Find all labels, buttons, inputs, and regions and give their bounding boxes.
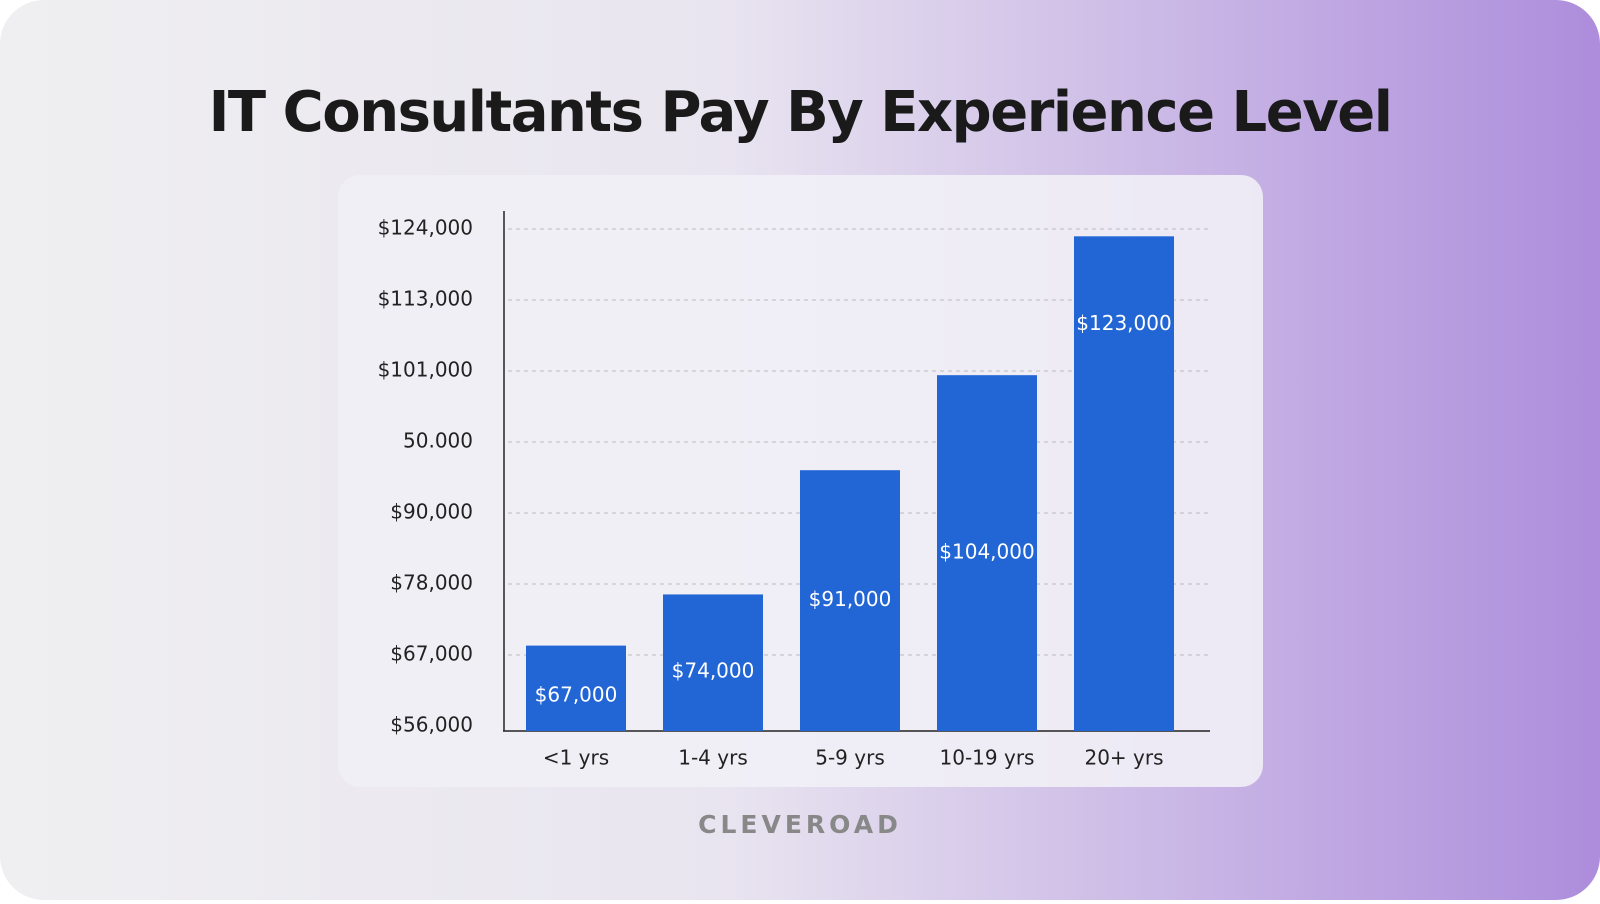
y-tick-label: $78,000 — [390, 571, 473, 595]
bar — [937, 375, 1037, 731]
y-tick-label: $90,000 — [390, 500, 473, 524]
x-tick-label: <1 yrs — [543, 746, 609, 770]
y-tick-label: $113,000 — [378, 287, 473, 311]
value-label: $91,000 — [809, 587, 892, 611]
value-label: $67,000 — [535, 683, 618, 707]
footer-logo: CLEVEROAD — [698, 810, 902, 839]
bar — [663, 594, 763, 731]
value-label: $74,000 — [672, 659, 755, 683]
y-tick-label: $124,000 — [378, 216, 473, 240]
x-tick-label: 20+ yrs — [1084, 746, 1163, 770]
bar — [800, 470, 900, 731]
y-tick-label: $56,000 — [390, 713, 473, 737]
chart-title: IT Consultants Pay By Experience Level — [209, 80, 1392, 145]
x-tick-label: 10-19 yrs — [940, 746, 1035, 770]
x-tick-label: 1-4 yrs — [678, 746, 748, 770]
y-tick-label: $67,000 — [390, 642, 473, 666]
x-tick-label: 5-9 yrs — [815, 746, 885, 770]
value-label: $104,000 — [939, 540, 1034, 564]
y-tick-label: 50.000 — [403, 429, 473, 453]
bar — [1074, 236, 1174, 731]
y-tick-label: $101,000 — [378, 358, 473, 382]
value-label: $123,000 — [1076, 311, 1171, 335]
bar — [526, 645, 626, 731]
